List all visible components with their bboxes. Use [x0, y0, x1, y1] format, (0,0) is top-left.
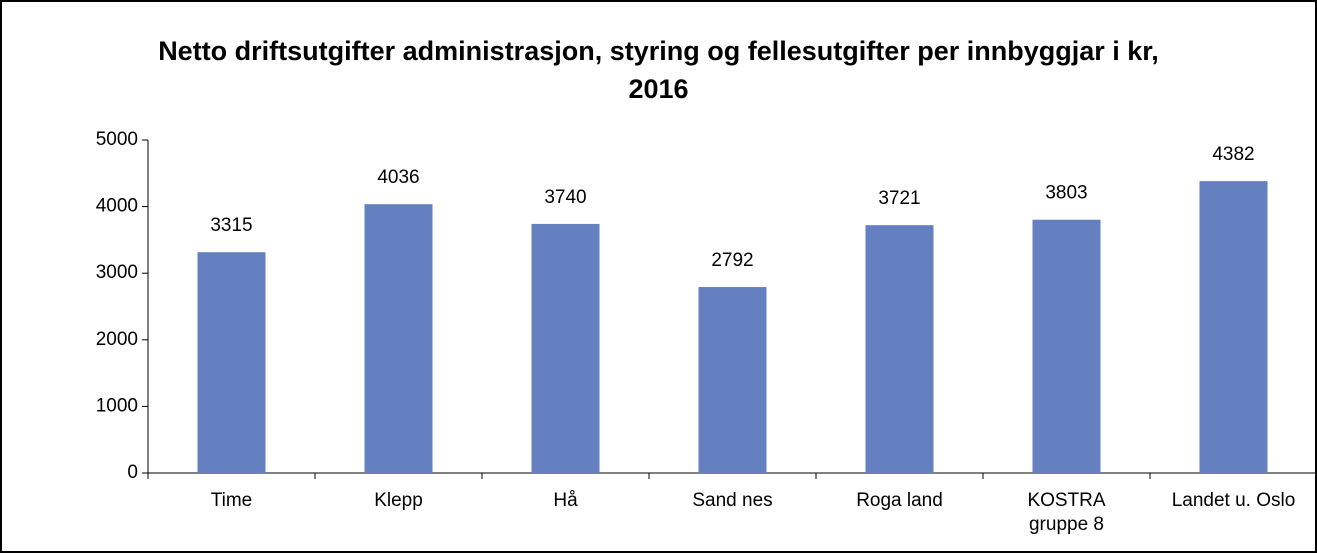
x-tick-label: Roga land [856, 490, 943, 511]
x-tick-label: Sand nes [692, 490, 773, 511]
data-label: 4382 [1212, 144, 1254, 165]
bar [1032, 219, 1101, 473]
x-tick-label: Landet u. Oslo [1171, 490, 1296, 511]
y-tick-label: 3000 [96, 262, 138, 283]
data-label: 3740 [544, 187, 586, 208]
y-tick-label: 2000 [96, 329, 138, 350]
y-tick-label: 0 [127, 462, 138, 483]
x-tick-label: Klepp [374, 490, 423, 511]
bar [1199, 181, 1268, 473]
data-label: 3803 [1045, 183, 1087, 204]
y-tick-label: 4000 [96, 196, 138, 217]
bar [698, 287, 767, 473]
data-label: 3315 [210, 215, 252, 236]
bar [197, 252, 266, 473]
data-label: 4036 [377, 167, 419, 188]
bar [865, 225, 934, 473]
bar [364, 204, 433, 473]
chart-title: Netto driftsutgifter administrasjon, sty… [158, 36, 1159, 104]
bar [531, 223, 600, 473]
y-tick-label: 5000 [96, 129, 138, 150]
data-label: 3721 [878, 188, 920, 209]
x-tick-label: Time [210, 490, 253, 511]
data-label: 2792 [711, 250, 753, 271]
x-tick-label: KOSTRA gruppe 8 [1027, 490, 1106, 535]
y-tick-label: 1000 [96, 395, 138, 416]
x-tick-label: Hå [553, 490, 578, 511]
